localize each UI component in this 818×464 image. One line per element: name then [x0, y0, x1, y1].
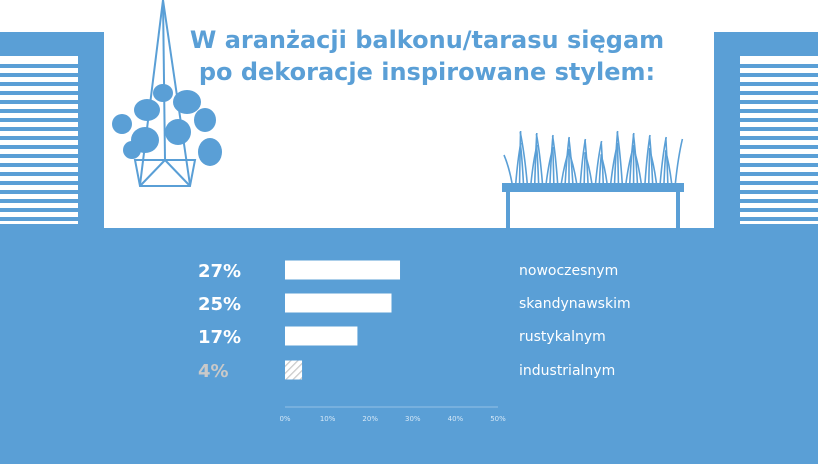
value-label: 25%: [198, 294, 241, 315]
category-label: industrialnym: [519, 363, 615, 379]
bar-layer: [285, 260, 401, 380]
window-shutter-icon: [0, 32, 104, 232]
hanging-plant-icon: [112, 0, 222, 187]
x-tick-label: 20%: [362, 415, 378, 423]
x-tick-label: 0%: [279, 415, 290, 423]
title-line-2: po dekoracje inspirowane stylem:: [199, 58, 655, 86]
value-label-layer: 27% 25% 17% 4%: [198, 261, 241, 382]
chart-panel: [0, 228, 818, 464]
value-label: 4%: [198, 361, 229, 382]
value-label: 17%: [198, 327, 241, 348]
bar-rustykalnym: [285, 326, 358, 346]
bar-industrialnym: [285, 360, 303, 380]
x-tick-layer: 0% 10% 20% 30% 40% 50%: [279, 415, 506, 423]
x-tick-label: 10%: [320, 415, 336, 423]
x-tick-label: 40%: [448, 415, 464, 423]
value-label: 27%: [198, 261, 241, 282]
bar-skandynawskim: [285, 293, 392, 313]
x-tick-label: 50%: [490, 415, 506, 423]
bar-nowoczesnym: [285, 260, 401, 280]
category-label: skandynawskim: [519, 296, 631, 312]
window-shutter-icon: [714, 32, 818, 232]
grass-planter-icon: [502, 130, 684, 232]
title-line-1: W aranżacji balkonu/tarasu sięgam: [190, 26, 664, 54]
category-label-layer: nowoczesnym skandynawskim rustykalnym indus…: [519, 263, 631, 379]
category-label: rustykalnym: [519, 329, 606, 345]
category-label: nowoczesnym: [519, 263, 618, 279]
x-tick-label: 30%: [405, 415, 421, 423]
